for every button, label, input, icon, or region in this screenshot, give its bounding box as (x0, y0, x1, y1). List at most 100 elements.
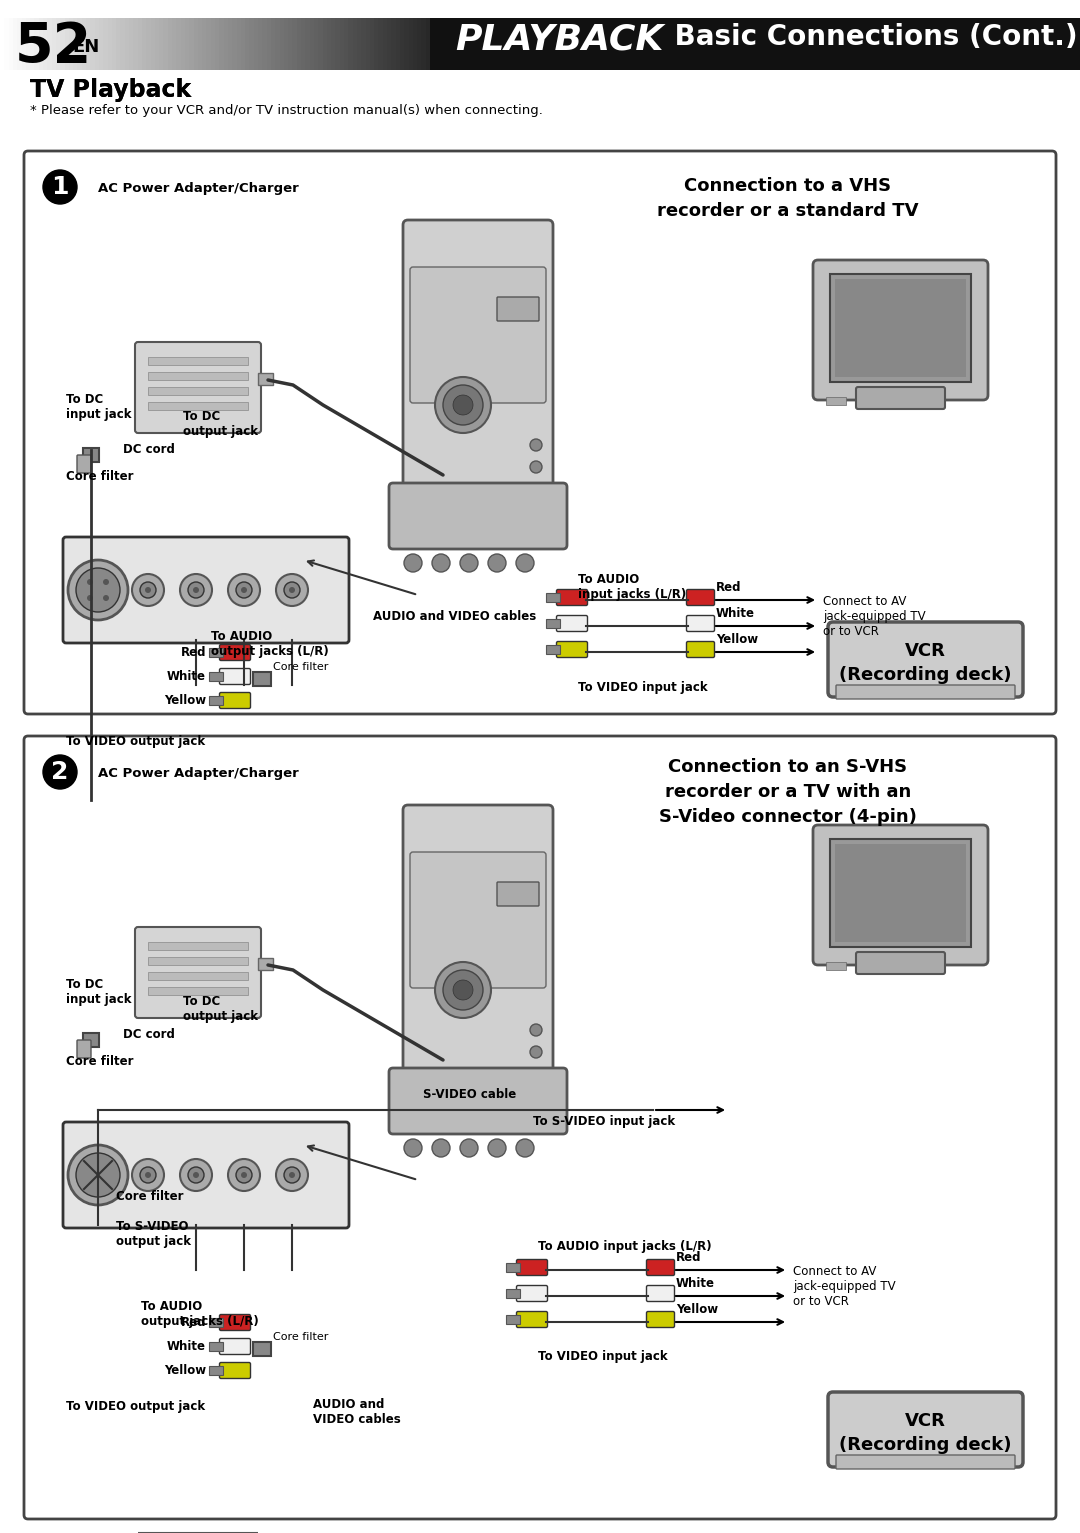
Bar (22, 18, 26, 71)
Bar (83, 448, 99, 461)
Bar (391, 18, 395, 71)
Circle shape (516, 1139, 534, 1157)
Circle shape (530, 1046, 542, 1058)
Circle shape (193, 587, 199, 593)
Text: To VIDEO output jack: To VIDEO output jack (66, 1400, 205, 1413)
Bar (835, 279, 966, 377)
Bar (224, 18, 228, 71)
FancyBboxPatch shape (836, 1455, 1015, 1469)
Bar (210, 1366, 222, 1375)
Text: Connection to an S-VHS
recorder or a TV with an
S-Video connector (4-pin): Connection to an S-VHS recorder or a TV … (659, 757, 917, 826)
FancyBboxPatch shape (497, 297, 539, 320)
Bar (9, 18, 13, 71)
Text: TV Playback: TV Playback (30, 78, 191, 103)
Text: VCR
(Recording deck): VCR (Recording deck) (839, 1412, 1011, 1453)
Bar (108, 18, 112, 71)
FancyBboxPatch shape (516, 1260, 548, 1275)
Bar (150, 18, 154, 71)
Text: AC Power Adapter/Charger: AC Power Adapter/Charger (97, 182, 298, 195)
Bar (327, 18, 332, 71)
Bar (211, 18, 215, 71)
Circle shape (180, 573, 212, 606)
Text: Red: Red (180, 647, 206, 659)
Circle shape (530, 1024, 542, 1036)
Text: AUDIO and
VIDEO cables: AUDIO and VIDEO cables (313, 1398, 401, 1426)
FancyBboxPatch shape (403, 221, 553, 500)
Bar (56, 18, 60, 71)
Bar (297, 18, 301, 71)
Circle shape (228, 573, 260, 606)
Text: Red: Red (716, 581, 742, 593)
Bar (73, 18, 78, 71)
Bar (426, 18, 430, 71)
Circle shape (435, 963, 491, 1018)
Text: Core filter: Core filter (66, 471, 134, 483)
FancyBboxPatch shape (516, 1286, 548, 1302)
Circle shape (68, 1145, 129, 1205)
Text: To DC
output jack: To DC output jack (183, 995, 258, 1023)
Text: EN: EN (72, 38, 99, 57)
Bar (378, 18, 382, 71)
Circle shape (530, 438, 542, 451)
Bar (167, 18, 172, 71)
Circle shape (404, 1139, 422, 1157)
Text: Yellow: Yellow (164, 694, 206, 708)
Bar (835, 845, 966, 941)
FancyBboxPatch shape (219, 644, 251, 661)
Text: Red: Red (676, 1251, 702, 1265)
Bar (254, 18, 258, 71)
Text: Core filter: Core filter (273, 1332, 328, 1341)
Bar (148, 957, 248, 964)
Text: 2: 2 (52, 760, 69, 783)
Bar (13, 18, 17, 71)
Bar (826, 397, 846, 405)
Bar (262, 18, 267, 71)
Bar (348, 18, 352, 71)
Bar (831, 274, 971, 382)
Circle shape (530, 1090, 542, 1102)
Text: VCR
(Recording deck): VCR (Recording deck) (839, 642, 1011, 684)
Circle shape (453, 980, 473, 1000)
Bar (82, 18, 86, 71)
FancyBboxPatch shape (556, 616, 588, 632)
FancyBboxPatch shape (828, 622, 1023, 698)
Circle shape (43, 754, 77, 789)
Bar (148, 373, 248, 380)
Circle shape (193, 1173, 199, 1177)
Bar (232, 18, 237, 71)
Text: TV Playback: TV Playback (30, 78, 191, 103)
FancyBboxPatch shape (687, 590, 715, 606)
Text: Core filter: Core filter (66, 1055, 134, 1069)
FancyBboxPatch shape (410, 267, 546, 403)
Bar (210, 696, 222, 705)
Bar (258, 373, 273, 385)
Bar (91, 18, 95, 71)
Text: Yellow: Yellow (164, 1364, 206, 1378)
Bar (172, 18, 176, 71)
Circle shape (516, 553, 534, 572)
Bar (148, 357, 248, 365)
Bar (219, 18, 224, 71)
Bar (413, 18, 417, 71)
Bar (95, 18, 99, 71)
Circle shape (180, 1159, 212, 1191)
Text: To VIDEO input jack: To VIDEO input jack (538, 1351, 667, 1363)
Bar (60, 18, 65, 71)
Bar (120, 18, 124, 71)
Circle shape (145, 1173, 151, 1177)
Text: To AUDIO
input jacks (L/R): To AUDIO input jacks (L/R) (578, 573, 686, 601)
Bar (210, 1341, 222, 1351)
FancyBboxPatch shape (687, 616, 715, 632)
Bar (193, 18, 198, 71)
Bar (258, 958, 273, 970)
Text: To AUDIO input jacks (L/R): To AUDIO input jacks (L/R) (538, 1240, 712, 1252)
FancyBboxPatch shape (556, 590, 588, 606)
Bar (210, 648, 222, 658)
Bar (395, 18, 400, 71)
Bar (546, 645, 561, 655)
Bar (280, 18, 284, 71)
Circle shape (488, 1139, 507, 1157)
Bar (112, 18, 117, 71)
Bar (369, 18, 374, 71)
Bar (69, 18, 73, 71)
